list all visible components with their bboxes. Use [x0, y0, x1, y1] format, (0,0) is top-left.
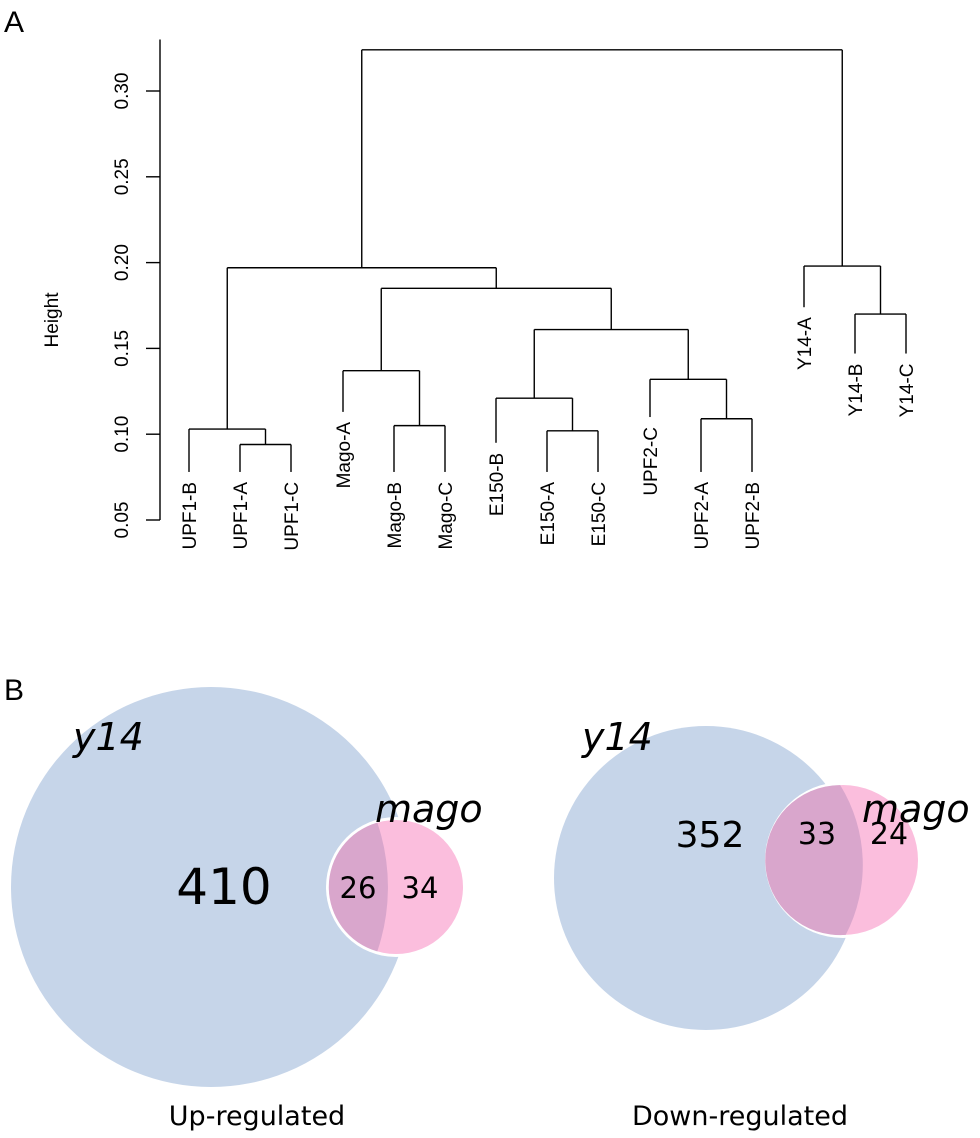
venn-down-y14-circle — [554, 726, 858, 1030]
y-tick-label: 0.20 — [112, 244, 133, 281]
venn-up-caption: Up-regulated — [169, 1101, 345, 1132]
venn-up-mago-title: mago — [375, 787, 483, 831]
venn-down-regulated: y14 mago 352 33 24 Down-regulated — [554, 715, 970, 1132]
venn-up-overlap — [328, 822, 388, 952]
venn-up-regulated: y14 mago 410 26 34 Up-regulated — [11, 687, 483, 1132]
y-tick-label: 0.15 — [112, 330, 133, 367]
venn-up-mago-count: 34 — [402, 871, 439, 905]
leaf-label: Mago-A — [334, 422, 355, 489]
venn-up-y14-circle — [11, 687, 411, 1087]
leaf-label: UPF2-B — [743, 482, 764, 550]
dendrogram-tree — [188, 49, 907, 472]
venn-down-overlap — [765, 785, 863, 936]
leaf-label: UPF1-B — [180, 482, 201, 550]
venn-up-overlap-count: 26 — [340, 871, 377, 905]
leaf-label: UPF1-A — [231, 482, 252, 550]
panel-a-label: A — [4, 6, 24, 39]
y-tick-label: 0.05 — [112, 502, 133, 539]
leaf-label: E150-B — [487, 453, 508, 516]
panel-b-label: B — [4, 674, 24, 707]
leaf-label: E150-C — [589, 482, 610, 546]
y-tick-label: 0.10 — [112, 416, 133, 453]
dendrogram-panel: Height 0.050.100.150.200.250.30 UPF1-B UP… — [42, 39, 918, 551]
leaf-label: Y14-C — [897, 364, 918, 418]
leaf-label: Mago-B — [385, 482, 406, 549]
leaf-label: Mago-C — [436, 482, 457, 550]
venn-down-mago-count: 24 — [870, 817, 908, 852]
venn-down-y14-title: y14 — [581, 715, 653, 759]
venn-down-overlap-count: 33 — [798, 817, 836, 852]
leaf-label: E150-A — [538, 482, 559, 546]
leaf-label: UPF2-C — [641, 427, 662, 496]
y-axis: 0.05 0.10 0.15 0.20 0.25 0.30 — [112, 39, 161, 539]
venn-up-y14-title: y14 — [72, 715, 144, 759]
y-tick-label: 0.25 — [112, 158, 133, 195]
leaf-label: Y14-B — [846, 364, 867, 417]
venn-down-caption: Down-regulated — [632, 1101, 848, 1132]
leaf-label: UPF2-A — [692, 482, 713, 550]
y-tick-label: 0.30 — [112, 73, 133, 110]
venn-down-y14-count: 352 — [676, 815, 745, 856]
leaf-label: Y14-A — [795, 317, 816, 370]
leaf-labels: UPF1-B UPF1-A UPF1-C Mago-A Mago-B Mago-C E150… — [180, 317, 918, 551]
leaf-label: UPF1-C — [282, 482, 303, 551]
y-axis-label: Height — [42, 292, 63, 348]
venn-down-mago-title: mago — [862, 787, 970, 831]
venn-up-y14-count: 410 — [176, 858, 271, 916]
